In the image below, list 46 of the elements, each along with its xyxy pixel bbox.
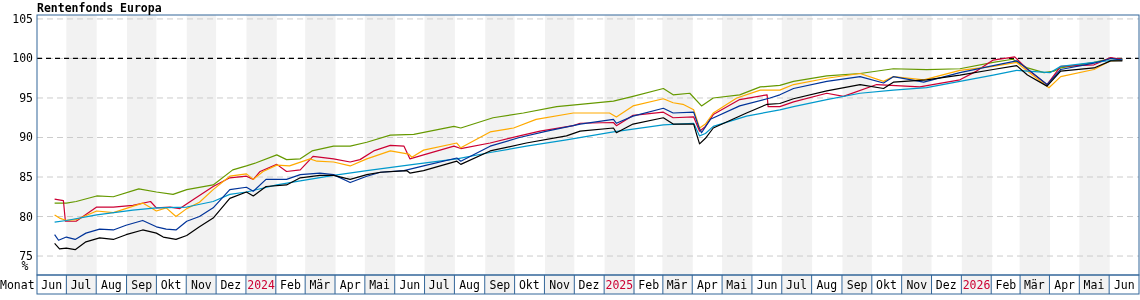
y-tick-label: 95 bbox=[19, 90, 33, 105]
y-tick-label: 100 bbox=[12, 51, 34, 66]
x-tick-label: Okt bbox=[160, 278, 182, 292]
x-tick-label: Dez bbox=[220, 278, 242, 292]
x-tick-label: Sep bbox=[131, 278, 153, 292]
y-tick-label: 105 bbox=[12, 11, 33, 26]
x-tick-label: Jun bbox=[1113, 278, 1135, 292]
x-tick-label: Feb bbox=[280, 278, 301, 292]
x-tick-label: Mai bbox=[1083, 278, 1105, 292]
x-tick-label: 2025 bbox=[605, 278, 634, 292]
x-tick-label: Aug bbox=[459, 278, 480, 292]
x-tick-label: Feb bbox=[638, 278, 660, 292]
x-tick-label: Mär bbox=[1023, 278, 1045, 292]
x-tick-label: Dez bbox=[935, 278, 957, 292]
x-tick-label: Jul bbox=[786, 278, 807, 292]
x-tick-label: Nov bbox=[906, 278, 928, 292]
y-tick-label: 85 bbox=[19, 170, 33, 185]
x-axis-title: Monat bbox=[0, 278, 35, 292]
chart-title: Rentenfonds Europa bbox=[37, 1, 162, 15]
x-tick-label: Aug bbox=[100, 278, 122, 292]
x-tick-label: Sep bbox=[846, 278, 868, 292]
x-tick-label: Mai bbox=[369, 278, 390, 292]
x-tick-label: 2024 bbox=[247, 278, 276, 292]
x-tick-label: Sep bbox=[489, 278, 511, 292]
x-tick-label: Apr bbox=[339, 278, 361, 292]
x-tick-label: Apr bbox=[1054, 278, 1076, 292]
x-tick-label: Jul bbox=[428, 278, 450, 292]
x-tick-label: Okt bbox=[876, 278, 897, 292]
x-tick-label: Feb bbox=[995, 278, 1017, 292]
x-tick-label: Jun bbox=[399, 278, 421, 292]
x-tick-label: Dez bbox=[578, 278, 600, 292]
y-axis-title: % bbox=[21, 259, 29, 274]
x-tick-label: Apr bbox=[697, 278, 718, 292]
y-tick-label: 90 bbox=[19, 130, 34, 145]
x-tick-label: Mär bbox=[666, 278, 688, 292]
x-tick-label: 2026 bbox=[962, 278, 991, 292]
x-tick-label: Jun bbox=[41, 278, 63, 292]
x-tick-label: Aug bbox=[816, 278, 838, 292]
x-tick-label: Nov bbox=[549, 278, 571, 292]
x-tick-label: Jul bbox=[70, 278, 92, 292]
y-tick-label: 80 bbox=[19, 209, 34, 224]
x-tick-label: Mär bbox=[309, 278, 331, 292]
x-tick-label: Mai bbox=[726, 278, 748, 292]
x-tick-label: Nov bbox=[191, 278, 212, 292]
x-tick-label: Jun bbox=[756, 278, 778, 292]
x-tick-label: Okt bbox=[518, 278, 540, 292]
